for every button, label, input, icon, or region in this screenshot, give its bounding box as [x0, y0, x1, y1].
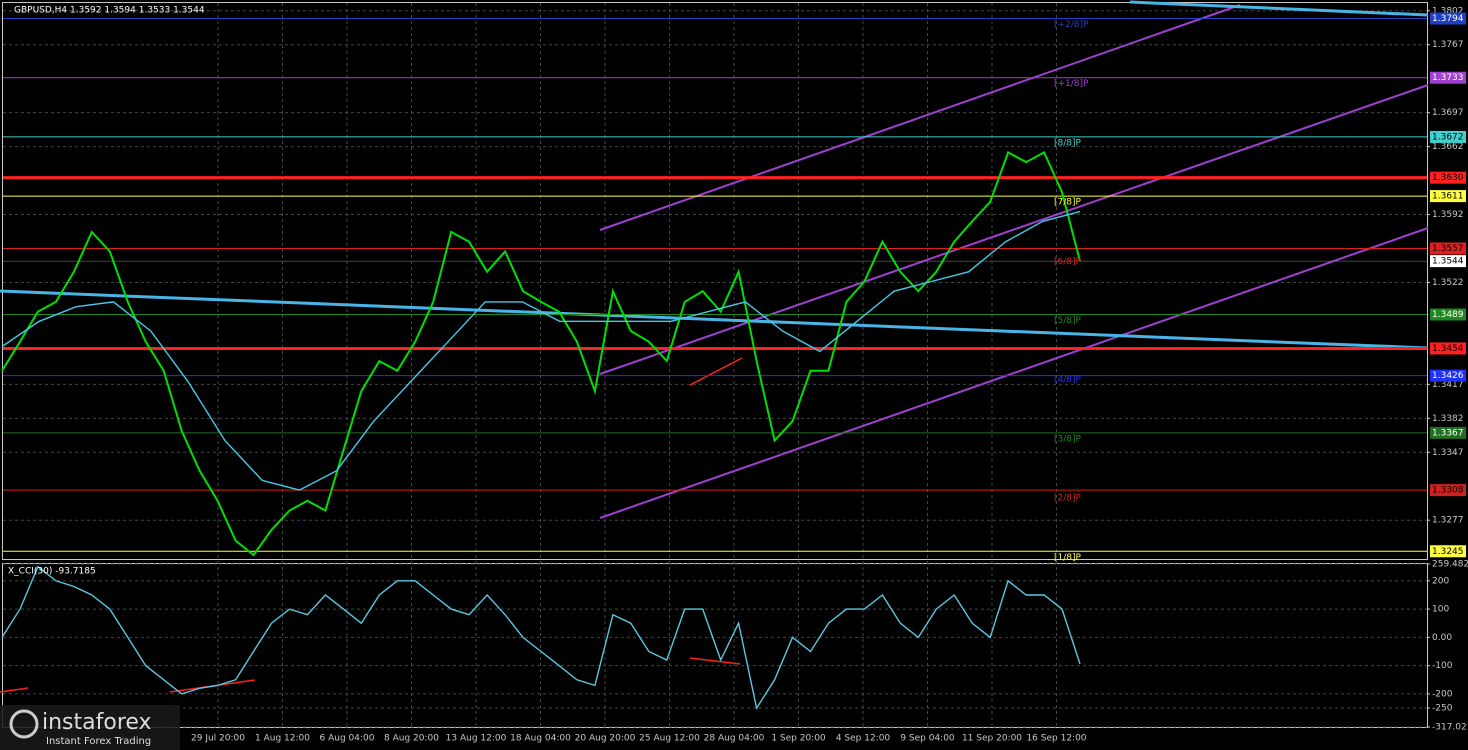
- price-level-box: [1430, 190, 1466, 203]
- y-tick-label: -250: [1432, 704, 1453, 714]
- channel-upper: [599, 4, 1241, 231]
- y-tick-label: 1.3697: [1432, 108, 1464, 118]
- murray-label: [7/8]P: [1054, 198, 1082, 208]
- price-level-label: 1.3245: [1432, 547, 1464, 557]
- price-level-label: 1.3733: [1432, 73, 1464, 83]
- y-tick-label: 1.3592: [1432, 210, 1464, 220]
- x-tick-label: 18 Aug 04:00: [510, 734, 571, 744]
- x-tick-label: 29 Jul 20:00: [191, 734, 245, 744]
- y-tick-label: 1.3802: [1432, 6, 1464, 16]
- y-tick-label: 259.4821: [1432, 560, 1468, 570]
- series-line: [1, 210, 1081, 491]
- price-level-box: [1430, 484, 1466, 497]
- murray-label: [6/8]P: [1054, 257, 1082, 267]
- y-tick-label: 1.3382: [1432, 414, 1464, 424]
- y-tick-label: 1.3522: [1432, 278, 1464, 288]
- channel-lower: [599, 227, 1429, 519]
- x-tick-label: 11 Sep 20:00: [962, 734, 1022, 744]
- price-level-label: 1.3611: [1432, 192, 1464, 202]
- x-tick-label: 25 Aug 12:00: [639, 734, 700, 744]
- marks: [1, 18, 1427, 710]
- y-tick-label: 1.3767: [1432, 40, 1464, 50]
- price-level-box: [1430, 71, 1466, 84]
- price-level-label: 1.3367: [1432, 428, 1464, 438]
- y-tick-label: 1.3662: [1432, 142, 1464, 152]
- murray-label: [2/8]P: [1054, 494, 1082, 504]
- series-line: [1, 565, 1081, 710]
- series-line: [1, 150, 1081, 557]
- x-tick-label: 9 Sep 04:00: [900, 734, 955, 744]
- price-level-label: 1.3489: [1432, 310, 1464, 320]
- x-tick-label: 6 Aug 04:00: [320, 734, 375, 744]
- grid: [3, 3, 1430, 728]
- price-level-label: 1.3426: [1432, 371, 1464, 381]
- x-tick-label: 20 Aug 20:00: [575, 734, 636, 744]
- price-level-box: [1430, 369, 1466, 382]
- chart-title: GBPUSD,H4 1.3592 1.3594 1.3533 1.3544: [14, 6, 205, 16]
- cci-title: X_CCI(30) -93.7185: [8, 567, 96, 577]
- price-level-box: [1430, 308, 1466, 321]
- trend-line-top: [1129, 0, 1429, 17]
- murray-label: [+2/8]P: [1054, 20, 1089, 30]
- x-tick-label: 1 Aug 12:00: [255, 734, 310, 744]
- main-frame: [2, 2, 1428, 560]
- price-level-box: [1430, 12, 1466, 25]
- x-tick-label: 1 Sep 20:00: [771, 734, 826, 744]
- y-tick-label: 1.3347: [1432, 448, 1464, 458]
- x-tick-label: 4 Sep 12:00: [836, 734, 891, 744]
- y-tick-label: -100: [1432, 661, 1453, 671]
- price-level-label: 1.3630: [1432, 173, 1464, 183]
- y-tick-label: 100: [1432, 605, 1449, 615]
- price-level-box: [1430, 426, 1466, 439]
- trend-line: [0, 289, 1429, 350]
- y-tick-label: -317.0216: [1432, 723, 1468, 733]
- price-level-box: [1430, 130, 1466, 143]
- price-level-box: [1430, 171, 1466, 184]
- price-level-label: 1.3557: [1432, 244, 1464, 254]
- frames: [2, 2, 1428, 728]
- murray-label: [4/8]P: [1054, 375, 1082, 385]
- divergence-line: [689, 657, 741, 665]
- y-tick-label: 200: [1432, 576, 1449, 586]
- logo-tagline: Instant Forex Trading: [46, 736, 151, 747]
- y-tick-label: 1.3417: [1432, 380, 1464, 390]
- murray-label: [+1/8]P: [1054, 79, 1089, 89]
- x-tick-label: 28 Aug 04:00: [704, 734, 765, 744]
- divergence-line: [689, 357, 743, 386]
- price-level-box: [1430, 242, 1466, 255]
- divergence-line: [0, 687, 29, 693]
- murray-label: [1/8]P: [1054, 553, 1082, 563]
- y-tick-label: -200: [1432, 689, 1453, 699]
- x-tick-label: 8 Aug 20:00: [384, 734, 439, 744]
- x-tick-label: 13 Aug 12:00: [446, 734, 507, 744]
- y-tick-label: 1.3277: [1432, 516, 1464, 526]
- murray-label: [5/8]P: [1054, 316, 1082, 326]
- x-tick-label: 16 Sep 12:00: [1026, 734, 1086, 744]
- indicator-lines: [0, 0, 1429, 693]
- logo: instaforex Instant Forex Trading: [0, 705, 180, 750]
- price-level-label: 1.3672: [1432, 132, 1464, 142]
- price-level-box: [1430, 342, 1466, 355]
- price-level-box: [1430, 545, 1466, 558]
- cci-frame: [2, 563, 1428, 728]
- labels: 1.3802 1.3767 1.3697 1.3662 1.3592 1.3522 1.34…: [191, 6, 1468, 743]
- logo-name: instaforex: [42, 710, 152, 735]
- channel-middle: [599, 84, 1429, 375]
- y-tick-label: 0.00: [1432, 633, 1452, 643]
- price-level-label: 1.3308: [1432, 486, 1464, 496]
- price-level-label: 1.3794: [1432, 14, 1464, 24]
- murray-label: [8/8]P: [1054, 138, 1082, 148]
- last-price-box: [1430, 255, 1466, 268]
- murray-label: [3/8]P: [1054, 434, 1082, 444]
- last-price-label: 1.3544: [1432, 257, 1464, 267]
- price-level-label: 1.3454: [1432, 344, 1464, 354]
- logo-icon: [9, 709, 39, 739]
